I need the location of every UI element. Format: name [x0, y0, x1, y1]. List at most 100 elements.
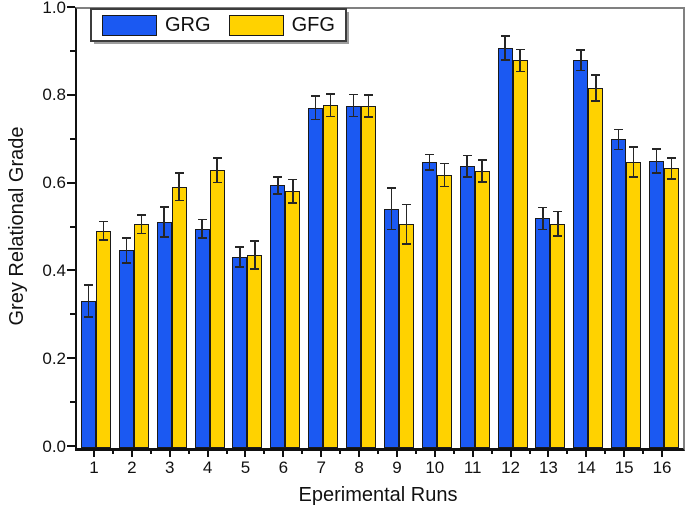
error-cap-top-gfg-run-10	[439, 162, 449, 165]
bar-gfg-run-2	[133, 224, 149, 448]
bar-grg-run-4	[194, 228, 210, 448]
x-axis-minor-tick	[414, 449, 417, 454]
error-bar-gfg-run-12	[519, 49, 521, 72]
error-cap-top-grg-run-14	[576, 49, 586, 52]
error-cap-bottom-gfg-run-12	[515, 70, 525, 73]
error-cap-top-gfg-run-12	[515, 48, 525, 51]
error-cap-bottom-gfg-run-13	[553, 235, 563, 237]
legend-label-gfg: GFG	[291, 14, 335, 36]
error-cap-bottom-gfg-run-8	[364, 116, 374, 118]
error-bar-grg-run-15	[617, 129, 620, 150]
error-bar-grg-run-6	[277, 177, 279, 194]
error-cap-top-grg-run-11	[462, 154, 472, 157]
error-bar-grg-run-5	[239, 246, 241, 268]
x-axis-tick-label: 9	[392, 458, 402, 477]
bar-gfg-run-9	[398, 224, 414, 448]
legend-label-grg: GRG	[165, 14, 211, 36]
x-axis-tick-label: 16	[652, 458, 672, 477]
y-axis-major-tick	[67, 93, 75, 96]
bar-gfg-run-10	[436, 174, 452, 448]
y-axis-minor-tick	[70, 225, 75, 228]
error-cap-top-gfg-run-11	[477, 159, 487, 161]
error-bar-gfg-run-15	[632, 146, 635, 177]
x-axis-major-tick	[547, 449, 550, 457]
error-cap-top-gfg-run-6	[288, 178, 298, 181]
error-cap-top-gfg-run-16	[667, 157, 677, 159]
bar-gfg-run-3	[171, 186, 187, 448]
x-axis-minor-tick	[187, 449, 190, 454]
error-cap-top-gfg-run-5	[250, 240, 260, 242]
error-cap-top-grg-run-6	[273, 176, 283, 178]
error-bar-grg-run-14	[580, 50, 582, 71]
x-axis-major-tick	[395, 449, 398, 457]
x-axis-major-tick	[282, 449, 285, 457]
y-axis-minor-tick	[70, 313, 75, 316]
error-bar-gfg-run-9	[405, 204, 408, 244]
error-bar-grg-run-12	[504, 36, 506, 60]
error-cap-top-grg-run-2	[121, 236, 131, 239]
x-axis-minor-tick	[263, 449, 266, 454]
error-bar-grg-run-4	[201, 219, 203, 238]
error-cap-top-gfg-run-7	[326, 92, 336, 95]
error-cap-top-grg-run-4	[197, 218, 207, 221]
x-axis-tick-label: 4	[202, 458, 213, 477]
x-axis-major-tick	[92, 449, 95, 457]
legend-swatch-grg	[102, 14, 157, 36]
error-bar-gfg-run-8	[367, 95, 370, 117]
x-axis-major-tick	[433, 449, 436, 457]
error-cap-top-grg-run-12	[500, 35, 510, 38]
error-bar-grg-run-10	[428, 154, 431, 171]
x-axis-tick-label: 8	[354, 458, 364, 477]
error-cap-bottom-gfg-run-3	[174, 199, 184, 202]
x-axis-tick-label: 6	[278, 458, 289, 477]
x-axis-minor-tick	[566, 449, 569, 454]
x-axis-tick-label: 13	[538, 458, 558, 477]
error-bar-gfg-run-4	[216, 157, 218, 183]
bar-grg-run-8	[346, 105, 362, 448]
y-axis-tick-label: 0.4	[42, 260, 66, 280]
x-axis-tick-label: 14	[576, 458, 596, 477]
error-bar-grg-run-1	[87, 284, 90, 318]
error-cap-bottom-gfg-run-10	[439, 185, 449, 188]
error-cap-top-gfg-run-13	[553, 210, 563, 213]
x-axis-minor-tick	[377, 449, 379, 454]
x-axis-tick-label: 11	[463, 458, 482, 477]
x-axis-minor-tick	[339, 449, 342, 454]
bar-gfg-run-11	[474, 171, 490, 448]
error-cap-bottom-gfg-run-15	[629, 175, 639, 178]
error-bar-grg-run-13	[542, 207, 544, 230]
x-axis-major-tick	[320, 449, 323, 457]
error-cap-top-grg-run-10	[424, 153, 434, 156]
error-bar-grg-run-11	[466, 155, 468, 177]
error-cap-top-grg-run-1	[83, 283, 93, 286]
error-bar-gfg-run-1	[102, 221, 105, 240]
error-cap-top-gfg-run-1	[98, 220, 108, 223]
bar-gfg-run-6	[285, 191, 301, 448]
error-cap-bottom-gfg-run-14	[591, 100, 601, 102]
error-bar-grg-run-2	[125, 237, 128, 264]
error-cap-top-grg-run-3	[159, 206, 169, 208]
bar-grg-run-5	[232, 257, 248, 448]
x-axis-tick-label: 2	[127, 458, 137, 477]
error-cap-bottom-grg-run-4	[197, 236, 207, 239]
error-bar-gfg-run-2	[140, 214, 143, 234]
error-cap-top-grg-run-7	[311, 95, 321, 97]
error-cap-bottom-grg-run-6	[273, 193, 283, 195]
error-cap-top-grg-run-13	[538, 206, 548, 209]
bar-grg-run-16	[649, 160, 665, 448]
x-axis-major-tick	[130, 449, 133, 457]
x-axis-minor-tick	[528, 449, 531, 454]
bar-gfg-run-15	[626, 161, 642, 448]
error-cap-top-grg-run-9	[386, 187, 396, 189]
y-axis-major-tick	[67, 357, 75, 360]
y-axis-major-tick	[67, 269, 75, 272]
y-axis-major-tick	[67, 181, 75, 184]
error-bar-grg-run-9	[390, 188, 393, 230]
error-cap-top-gfg-run-2	[136, 214, 146, 216]
x-axis-minor-tick	[490, 449, 493, 454]
error-cap-top-grg-run-8	[349, 93, 359, 96]
bar-grg-run-11	[459, 166, 475, 448]
error-cap-bottom-grg-run-16	[652, 171, 662, 174]
bar-gfg-run-1	[95, 230, 111, 448]
error-bar-gfg-run-7	[329, 93, 332, 117]
